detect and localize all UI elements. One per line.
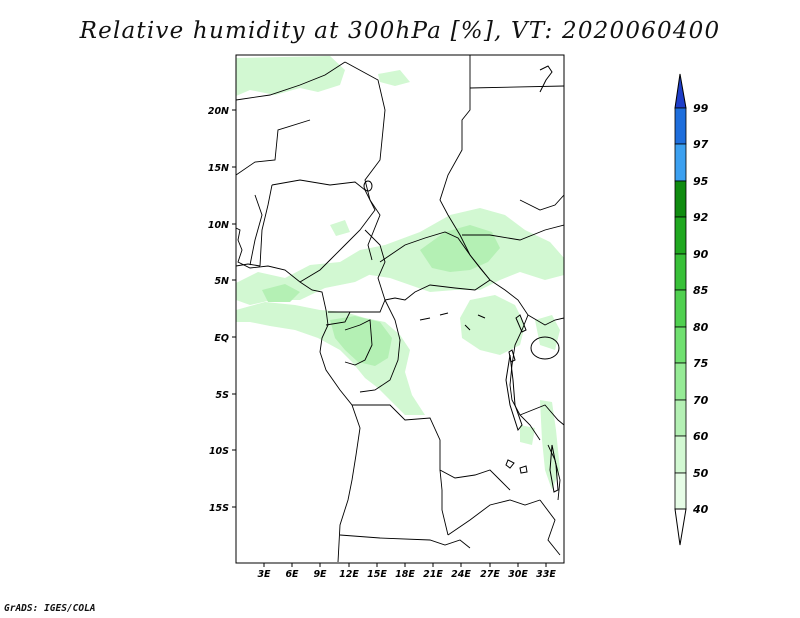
colorbar-segment [674, 326, 687, 364]
lon-label: 3E [257, 569, 271, 580]
colorbar-segment [674, 107, 687, 145]
border-congo-gabon [325, 311, 373, 366]
lat-label: 5S [216, 390, 230, 401]
lake-victoria [530, 336, 560, 360]
map-title: Relative humidity at 300hPa [%], VT: 202… [79, 18, 721, 44]
humidity-band-coastal [236, 302, 425, 415]
lon-label: 33E [536, 569, 556, 580]
lat-label: 15N [208, 163, 229, 174]
country-borders [236, 55, 564, 563]
lat-label: 10S [209, 446, 229, 457]
border-west-african-coast [236, 227, 361, 563]
border-drc-angola [352, 404, 511, 491]
colorbar [674, 73, 687, 546]
lon-label: 24E [451, 569, 471, 580]
lat-label: 5N [214, 276, 229, 287]
lon-label: 30E [508, 569, 528, 580]
border-congo-drc [359, 299, 401, 393]
map-panel: 20N 15N 10N 5N EQ 5S 10S 15S 3E 6E 9E 12… [208, 54, 709, 580]
colorbar-segment [674, 216, 687, 255]
colorbar-label: 90 [693, 248, 709, 261]
colorbar-label: 80 [693, 321, 709, 334]
border-nigeria [271, 179, 376, 283]
border-mali-niger [236, 119, 311, 176]
colorbar-top-triangle [674, 73, 687, 109]
lat-label: 15S [209, 503, 229, 514]
colorbar-label: 40 [692, 503, 709, 516]
humidity-shading [236, 56, 564, 490]
border-tanzania [519, 404, 564, 426]
colorbar-label: 70 [693, 394, 709, 407]
colorbar-label: 75 [693, 357, 709, 370]
colorbar-segment [674, 435, 687, 474]
longitude-labels: 3E 6E 9E 12E 15E 18E 21E 24E 27E 30E 33E [257, 569, 556, 580]
lon-label: 6E [285, 569, 299, 580]
border-benin-nigeria [259, 184, 273, 267]
humidity-band-ne [378, 70, 410, 86]
border-algeria-niger [236, 61, 346, 101]
border-angola-zambia [439, 469, 449, 536]
colorbar-segment [674, 143, 687, 182]
lat-label: EQ [214, 333, 229, 344]
lon-label: 15E [367, 569, 387, 580]
border-uganda-kenya [527, 314, 564, 326]
colorbar-label: 85 [693, 284, 709, 297]
colorbar-labels: 99 97 95 92 90 85 80 75 70 60 50 40 [692, 102, 709, 516]
border-mozambique [539, 499, 561, 556]
lon-label: 12E [339, 569, 359, 580]
border-south-sudan [462, 224, 564, 241]
colorbar-segment [674, 289, 687, 328]
colorbar-label: 50 [693, 467, 709, 480]
colorbar-label: 95 [693, 175, 709, 188]
border-togo [249, 194, 263, 266]
lake-tanganyika [505, 354, 523, 432]
colorbar-label: 60 [693, 430, 709, 443]
border-egypt-sudan [469, 85, 564, 89]
colorbar-segment [674, 362, 687, 401]
latitude-axis [232, 109, 236, 508]
border-ethiopia [519, 194, 564, 211]
lat-label: 20N [208, 106, 229, 117]
humidity-patch-south [520, 425, 535, 445]
humidity-patch-west-interior [330, 220, 350, 236]
border-niger-chad [344, 61, 386, 261]
humidity-patch-southeast [540, 400, 560, 490]
lon-label: 27E [480, 569, 500, 580]
colorbar-segment [674, 472, 687, 510]
humidity-patch-east [535, 315, 560, 350]
map-frame [235, 54, 565, 564]
colorbar-label: 99 [693, 102, 709, 115]
lakes [363, 65, 560, 493]
lon-label: 9E [313, 569, 327, 580]
humidity-core-west [262, 284, 300, 302]
colorbar-segment [674, 180, 687, 218]
colorbar-bottom-triangle [674, 508, 687, 546]
humidity-patch-lakes [460, 295, 525, 355]
humidity-band-north [236, 56, 345, 96]
colorbar-segment [674, 399, 687, 437]
humidity-core-congo [330, 316, 392, 366]
border-car [379, 231, 491, 301]
lon-label: 21E [423, 569, 443, 580]
border-zambia [447, 499, 541, 536]
lake-bangweulu [519, 465, 528, 474]
longitude-axis [263, 563, 547, 567]
lake-chad [363, 180, 373, 192]
colorbar-segment [674, 253, 687, 291]
humidity-core-east [420, 225, 500, 272]
lake-mweru [505, 459, 515, 469]
lat-label: 10N [208, 220, 229, 231]
lake-upemba-dashes [419, 312, 486, 331]
lake-red-sea-outline [539, 65, 553, 93]
latitude-labels: 20N 15N 10N 5N EQ 5S 10S 15S [208, 106, 229, 514]
lake-kivu [508, 349, 516, 363]
lake-malawi [549, 444, 559, 493]
colorbar-label: 92 [693, 211, 709, 224]
border-angola-namibia [339, 534, 471, 549]
border-coast-gulf-guinea [236, 263, 261, 267]
colorbar-label: 97 [693, 138, 709, 151]
lake-albert [515, 314, 527, 333]
lon-label: 18E [395, 569, 415, 580]
grads-credit: GrADS: IGES/COLA [4, 603, 96, 614]
